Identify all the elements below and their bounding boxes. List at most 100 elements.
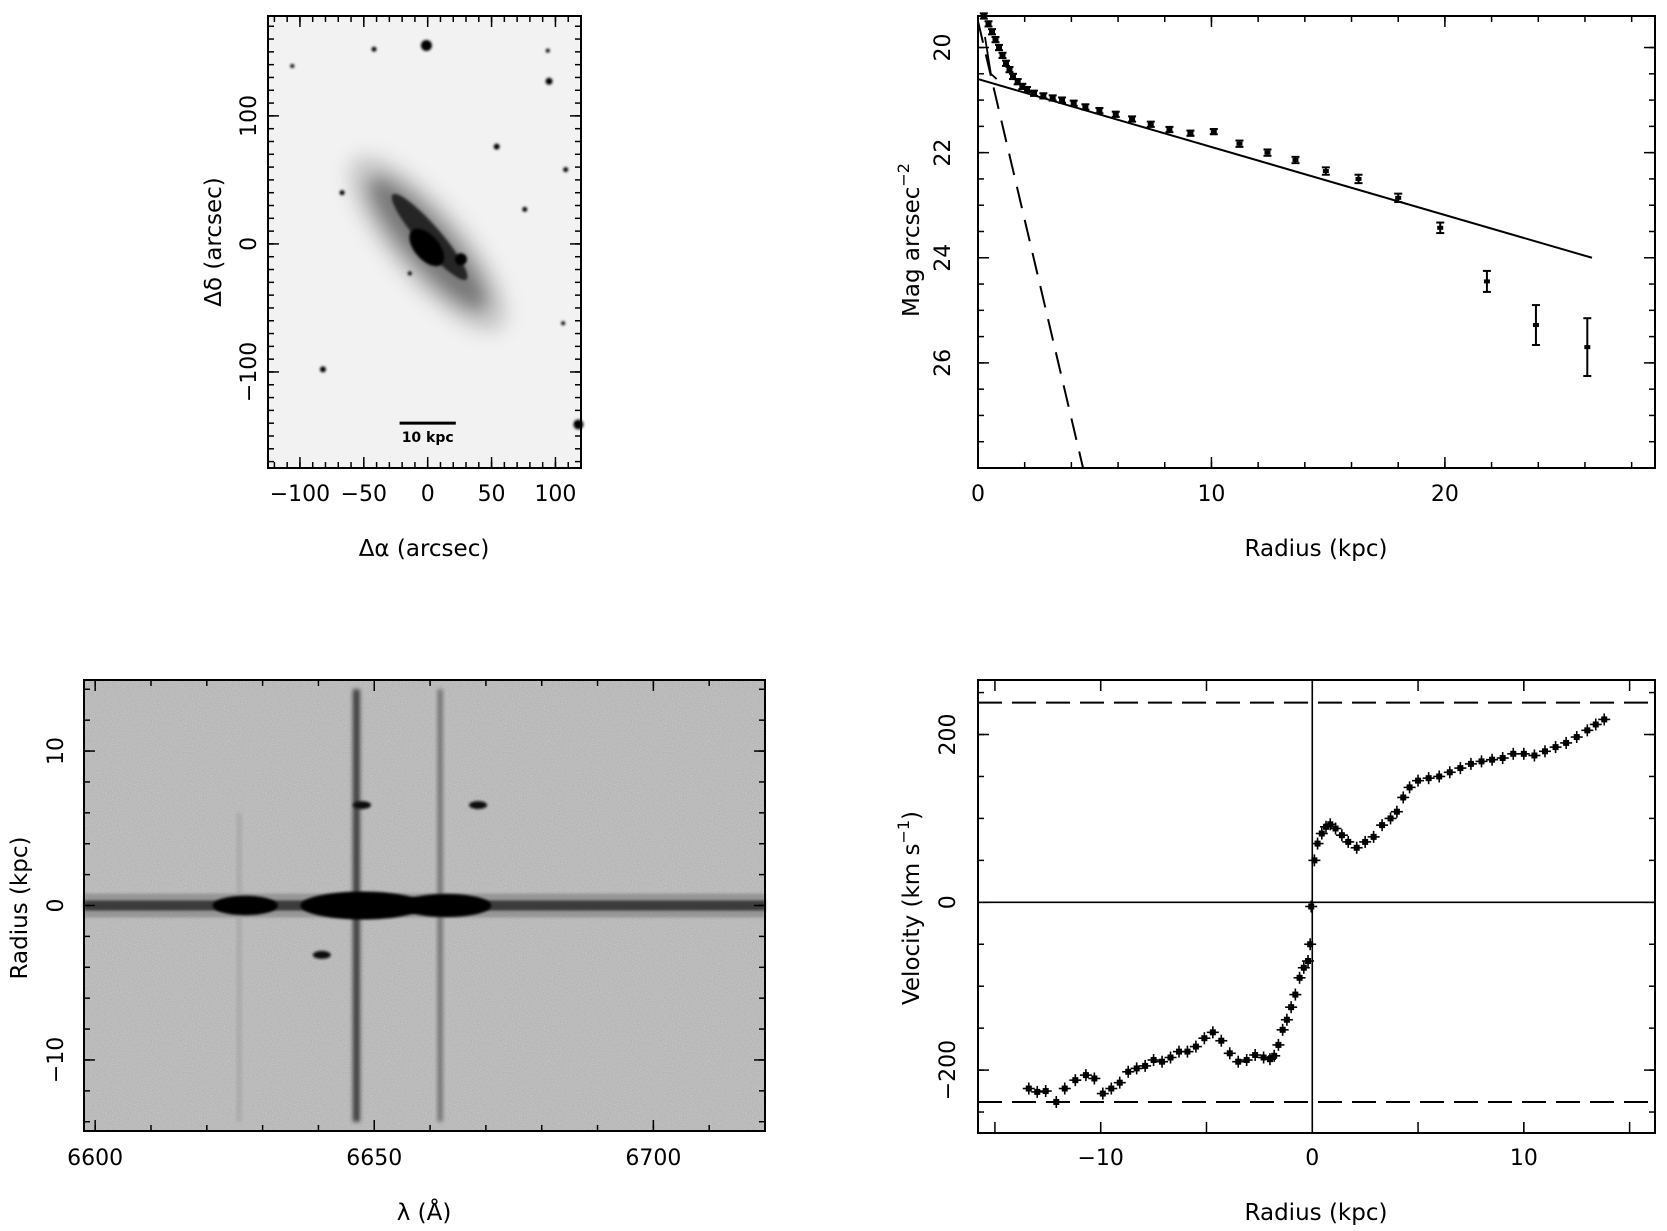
image-y-tick-labels: −100 0 100 (237, 95, 262, 402)
spectrum-ytick-label: −10 (44, 1037, 69, 1083)
profile-point (999, 53, 1006, 58)
profile-xtick-label: 20 (1431, 482, 1459, 507)
star (522, 206, 528, 212)
rotation-point (1541, 748, 1548, 755)
star (371, 46, 377, 52)
rotation-xtick-label: 0 (1305, 1146, 1319, 1171)
emission-line-core (300, 891, 425, 920)
spectrum-ticks (84, 680, 766, 1131)
profile-point (1014, 79, 1021, 84)
rotation-point (1552, 744, 1559, 751)
profile-point (1070, 101, 1077, 106)
rotation-point (1353, 844, 1360, 851)
profile-point (1019, 84, 1026, 89)
profile-point (1059, 98, 1066, 103)
rotation-point (1415, 777, 1422, 784)
image-y-axis-label: Δδ (arcsec) (201, 177, 227, 307)
profile-y-axis-label: Mag arcsec−2 (894, 163, 925, 317)
profile-x-axis-label: Radius (kpc) (1245, 536, 1388, 562)
star (561, 321, 566, 326)
rotation-point (1308, 903, 1315, 910)
rotation-point (1499, 755, 1506, 762)
star (545, 77, 553, 85)
rotation-point (1243, 1057, 1250, 1064)
profile-point (1322, 169, 1329, 174)
rotation-point (1520, 750, 1527, 757)
rotation-point (1175, 1048, 1182, 1055)
profile-point (1049, 95, 1056, 100)
rotation-point (1184, 1048, 1191, 1055)
rotation-y-tick-labels: −200 0 200 (936, 714, 961, 1101)
star (420, 39, 432, 51)
rotation-point (1510, 750, 1517, 757)
rotation-x-tick-labels: −10 0 10 (1077, 1146, 1537, 1171)
profile-point (1010, 74, 1017, 79)
rotation-point (1345, 838, 1352, 845)
rotation-point (1457, 765, 1464, 772)
spectrum-y-axis-label: Radius (kpc) (7, 837, 33, 980)
disk-fit-line (977, 78, 1593, 259)
rotation-point (1446, 769, 1453, 776)
star (290, 63, 295, 68)
profile-point (1147, 122, 1154, 127)
rotation-point (1425, 775, 1432, 782)
bulge-disk-sum (984, 36, 998, 80)
rotation-xtick-label: 10 (1510, 1146, 1538, 1171)
rotation-point (1323, 823, 1330, 830)
profile-point (985, 21, 992, 26)
spectrum-x-tick-labels: 6600 6650 6700 (67, 1146, 681, 1171)
rotation-point (1042, 1088, 1049, 1095)
rotation-point (1133, 1065, 1140, 1072)
emission-line-core (400, 893, 492, 918)
rotation-ytick-label: −200 (936, 1040, 961, 1100)
rotation-point (1226, 1050, 1233, 1057)
rotation-point (1201, 1035, 1208, 1042)
rotation-point (1167, 1054, 1174, 1061)
rotation-point (1082, 1072, 1089, 1079)
profile-point (1187, 131, 1194, 136)
rotation-point (1209, 1029, 1216, 1036)
spectrum-ytick-label: 0 (44, 899, 69, 913)
rotation-point (1252, 1051, 1259, 1058)
rotation-point (1327, 821, 1334, 828)
rotation-point (1053, 1098, 1060, 1105)
emission-knot (352, 801, 371, 810)
profile-xtick-label: 0 (971, 482, 985, 507)
profile-point (1006, 67, 1013, 72)
rotation-point (1573, 734, 1580, 741)
rotation-point (1362, 838, 1369, 845)
image-ytick-label: 0 (237, 237, 262, 251)
image-frame (267, 15, 582, 469)
rotation-point (1318, 830, 1325, 837)
bulge-fit-line (977, 21, 1085, 469)
rotation-point (1387, 815, 1394, 822)
star (454, 253, 467, 266)
rotation-ytick-label: 0 (936, 895, 961, 909)
rotation-point (1305, 958, 1312, 965)
emission-line-core (212, 895, 278, 916)
rotation-point (1260, 1054, 1267, 1061)
spectrum-ytick-label: 10 (44, 737, 69, 765)
rotation-point (1072, 1077, 1079, 1084)
profile-point (1024, 87, 1031, 92)
profile-panel: 0 10 20 20 22 24 26 Radius (kpc) Mag arcsec−2 (894, 12, 1656, 562)
profile-frame (977, 15, 1656, 469)
rotation-point (1311, 857, 1318, 864)
star (563, 167, 569, 173)
rotation-point (1338, 832, 1345, 839)
spectrum-xtick-label: 6650 (346, 1146, 402, 1171)
image-xtick-label: 50 (478, 482, 506, 507)
profile-point (992, 37, 999, 42)
profile-point (1292, 158, 1299, 163)
spectrum-content (84, 689, 765, 1122)
profile-point (1236, 141, 1243, 146)
profile-point (1437, 225, 1444, 230)
galaxy-bulge (409, 228, 445, 267)
rotation-ytick-label: 200 (936, 714, 961, 756)
rotation-point (1436, 773, 1443, 780)
profile-y-tick-labels: 20 22 24 26 (931, 34, 956, 377)
profile-ytick-label: 20 (931, 34, 956, 62)
rotation-point (1563, 739, 1570, 746)
profile-ytick-label: 22 (931, 139, 956, 167)
